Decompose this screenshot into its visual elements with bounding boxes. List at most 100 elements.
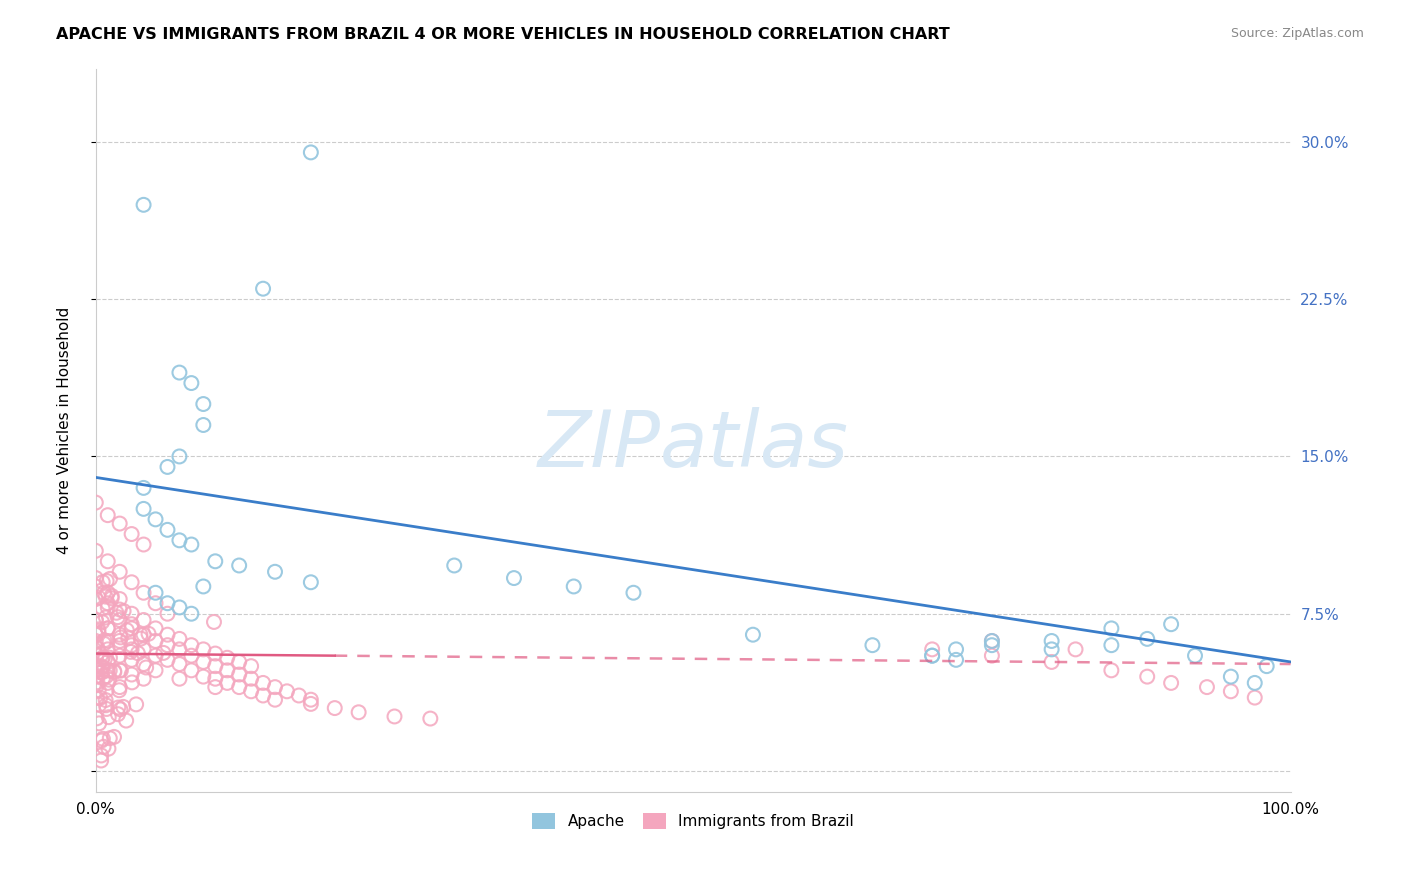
Point bbox=[87, 591, 110, 605]
Point bbox=[110, 702, 132, 716]
Point bbox=[152, 646, 174, 660]
Point bbox=[84, 659, 107, 673]
Point bbox=[97, 621, 120, 635]
Point bbox=[347, 706, 370, 720]
Point bbox=[108, 664, 131, 678]
Point bbox=[97, 586, 120, 600]
Point bbox=[180, 607, 202, 621]
Point bbox=[132, 198, 155, 212]
Point bbox=[145, 512, 167, 526]
Point bbox=[129, 632, 152, 646]
Point bbox=[204, 672, 226, 686]
Point bbox=[742, 628, 765, 642]
Point bbox=[264, 680, 287, 694]
Point bbox=[94, 698, 117, 713]
Point bbox=[121, 621, 143, 635]
Point bbox=[145, 664, 167, 678]
Point bbox=[169, 533, 191, 548]
Point bbox=[87, 716, 110, 731]
Point bbox=[945, 653, 967, 667]
Point bbox=[84, 495, 107, 509]
Point bbox=[503, 571, 526, 585]
Point bbox=[100, 591, 122, 606]
Point bbox=[1243, 690, 1265, 705]
Point bbox=[90, 748, 112, 763]
Point bbox=[156, 653, 179, 667]
Point bbox=[623, 586, 645, 600]
Point bbox=[97, 710, 120, 724]
Point bbox=[97, 676, 120, 690]
Point bbox=[180, 537, 202, 551]
Point bbox=[264, 692, 287, 706]
Point bbox=[84, 571, 107, 585]
Point bbox=[108, 602, 131, 616]
Point bbox=[90, 754, 112, 768]
Point bbox=[132, 481, 155, 495]
Point bbox=[108, 565, 131, 579]
Point bbox=[108, 613, 131, 627]
Point bbox=[240, 672, 263, 686]
Point bbox=[87, 626, 110, 640]
Point bbox=[98, 664, 121, 678]
Point bbox=[132, 672, 155, 686]
Point bbox=[94, 651, 117, 665]
Point bbox=[98, 731, 121, 746]
Point bbox=[93, 586, 115, 600]
Point bbox=[1040, 655, 1063, 669]
Point bbox=[145, 621, 167, 635]
Point bbox=[921, 648, 943, 663]
Point bbox=[121, 642, 143, 657]
Point bbox=[921, 648, 943, 663]
Legend: Apache, Immigrants from Brazil: Apache, Immigrants from Brazil bbox=[526, 806, 860, 835]
Point bbox=[1136, 670, 1159, 684]
Point bbox=[84, 670, 107, 684]
Point bbox=[204, 647, 226, 661]
Point bbox=[105, 606, 128, 620]
Point bbox=[169, 657, 191, 671]
Point bbox=[90, 652, 112, 666]
Point bbox=[103, 665, 125, 680]
Point bbox=[980, 634, 1002, 648]
Point bbox=[93, 633, 115, 648]
Point bbox=[108, 648, 131, 663]
Point bbox=[129, 627, 152, 641]
Point bbox=[193, 397, 215, 411]
Text: APACHE VS IMMIGRANTS FROM BRAZIL 4 OR MORE VEHICLES IN HOUSEHOLD CORRELATION CHA: APACHE VS IMMIGRANTS FROM BRAZIL 4 OR MO… bbox=[56, 27, 950, 42]
Point bbox=[193, 670, 215, 684]
Point bbox=[193, 655, 215, 669]
Point bbox=[252, 689, 274, 703]
Point bbox=[98, 572, 121, 586]
Point bbox=[108, 680, 131, 694]
Point bbox=[169, 600, 191, 615]
Point bbox=[91, 665, 114, 680]
Point bbox=[1184, 648, 1206, 663]
Point bbox=[110, 664, 132, 678]
Point bbox=[121, 653, 143, 667]
Point bbox=[94, 693, 117, 707]
Point bbox=[90, 733, 112, 747]
Point bbox=[980, 638, 1002, 652]
Point bbox=[1219, 684, 1241, 698]
Point bbox=[299, 145, 322, 160]
Point bbox=[1099, 638, 1122, 652]
Point bbox=[107, 700, 129, 714]
Text: Source: ZipAtlas.com: Source: ZipAtlas.com bbox=[1230, 27, 1364, 40]
Point bbox=[204, 680, 226, 694]
Point bbox=[156, 459, 179, 474]
Point bbox=[127, 646, 149, 660]
Point bbox=[84, 592, 107, 607]
Point bbox=[1256, 659, 1278, 673]
Point bbox=[96, 669, 118, 683]
Point bbox=[1219, 670, 1241, 684]
Point bbox=[97, 554, 120, 568]
Point bbox=[86, 663, 108, 677]
Point bbox=[91, 671, 114, 685]
Point bbox=[100, 589, 122, 603]
Point bbox=[562, 579, 585, 593]
Point bbox=[1136, 632, 1159, 646]
Point bbox=[138, 627, 160, 641]
Point bbox=[97, 664, 120, 678]
Point bbox=[87, 683, 110, 698]
Point bbox=[91, 601, 114, 615]
Point bbox=[121, 527, 143, 541]
